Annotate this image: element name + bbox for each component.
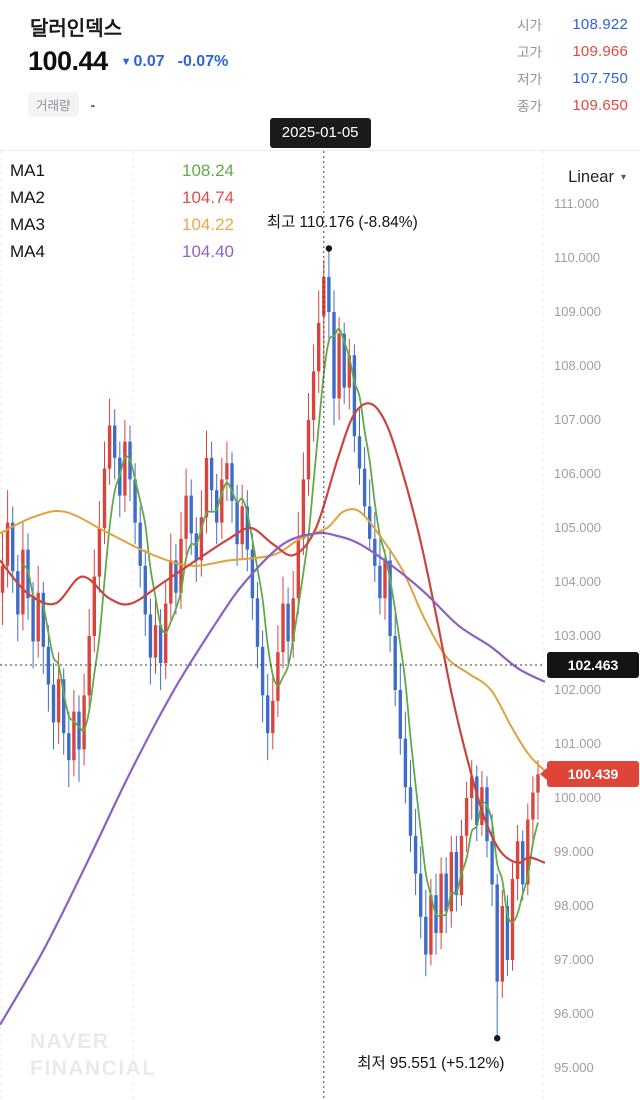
watermark-line: FINANCIAL bbox=[30, 1057, 157, 1080]
y-axis-label: 105.000 bbox=[554, 520, 601, 535]
price-chart[interactable] bbox=[0, 151, 545, 1100]
y-axis-label: 109.000 bbox=[554, 304, 601, 319]
y-axis-label: 111.000 bbox=[554, 196, 600, 211]
y-axis-label: 101.000 bbox=[554, 736, 601, 751]
stat-value: 109.966 bbox=[572, 42, 628, 60]
y-axis-label: 99.000 bbox=[554, 844, 594, 859]
scale-selector[interactable]: Linear ▾ bbox=[568, 168, 626, 187]
low-annotation: 최저 95.551 (+5.12%) bbox=[357, 1051, 504, 1073]
ma-label: MA4 bbox=[10, 241, 45, 261]
scale-selector-label: Linear bbox=[568, 168, 614, 186]
ma-legend: MA1 108.24 MA2 104.74 MA3 104.22 MA4 104… bbox=[10, 157, 234, 265]
y-axis-label: 100.000 bbox=[554, 790, 601, 805]
y-axis-label: 96.000 bbox=[554, 1006, 594, 1021]
watermark: NAVER FINANCIAL bbox=[30, 1028, 157, 1082]
high-annotation-value: 110.176 bbox=[299, 214, 355, 232]
price-change-value: 0.07 bbox=[133, 52, 165, 70]
ma-value: 104.40 bbox=[182, 241, 234, 261]
ma-value: 104.74 bbox=[182, 187, 234, 207]
y-axis-label: 98.000 bbox=[554, 898, 594, 913]
ma-value: 104.22 bbox=[182, 214, 234, 234]
ma-label: MA3 bbox=[10, 214, 45, 234]
low-annotation-value: 95.551 bbox=[389, 1055, 438, 1073]
y-axis-label: 95.000 bbox=[554, 1060, 594, 1075]
stat-label: 저가 bbox=[517, 72, 542, 87]
low-annotation-pct: (+5.12%) bbox=[441, 1055, 505, 1073]
crosshair-date-tooltip: 2025-01-05 bbox=[269, 118, 371, 148]
ma-label: MA2 bbox=[10, 187, 45, 207]
y-axis-label: 104.000 bbox=[554, 574, 601, 589]
high-annotation: 최고 110.176 (-8.84%) bbox=[267, 210, 418, 232]
y-axis-label: 108.000 bbox=[554, 358, 601, 373]
price-change: ▼ 0.07 bbox=[121, 53, 165, 71]
current-price-badge: 100.439 bbox=[540, 761, 639, 788]
watermark-line: NAVER bbox=[30, 1030, 110, 1053]
y-axis-label: 110.000 bbox=[554, 250, 601, 265]
crosshair-price-badge: 102.463 bbox=[547, 651, 639, 678]
volume-label: 거래량 bbox=[28, 92, 79, 117]
down-triangle-icon: ▼ bbox=[120, 55, 132, 68]
ma-legend-row: MA4 104.40 bbox=[10, 238, 234, 265]
stat-value: 109.650 bbox=[572, 96, 628, 114]
stat-label: 고가 bbox=[517, 45, 542, 60]
y-axis-label: 97.000 bbox=[554, 952, 594, 967]
price-change-percent: -0.07% bbox=[177, 52, 229, 70]
y-axis-label: 106.000 bbox=[554, 466, 601, 481]
volume-value: - bbox=[90, 96, 96, 113]
high-annotation-pct: (-8.84%) bbox=[358, 214, 418, 232]
instrument-title: 달러인덱스 bbox=[30, 18, 122, 40]
price-summary: 100.44 ▼ 0.07 -0.07% bbox=[28, 46, 228, 77]
current-price: 100.44 bbox=[28, 46, 108, 76]
y-axis-label: 103.000 bbox=[554, 628, 601, 643]
ohlc-stats: 시가 108.922 고가 109.966 저가 107.750 종가 109.… bbox=[517, 14, 628, 115]
ma-legend-row: MA2 104.74 bbox=[10, 184, 234, 211]
ma-label: MA1 bbox=[10, 160, 45, 180]
ma-value: 108.24 bbox=[182, 160, 234, 180]
chevron-down-icon: ▾ bbox=[620, 172, 626, 183]
stat-label: 시가 bbox=[517, 18, 542, 33]
ma-legend-row: MA3 104.22 bbox=[10, 211, 234, 238]
volume-row: 거래량 - bbox=[28, 92, 95, 117]
ma-legend-row: MA1 108.24 bbox=[10, 157, 234, 184]
stat-label: 종가 bbox=[517, 99, 542, 114]
high-annotation-label: 최고 bbox=[266, 214, 296, 232]
chart-area[interactable]: 111.000 110.000 109.000 108.000 107.000 106.0… bbox=[0, 150, 640, 1100]
stat-value: 108.922 bbox=[572, 15, 628, 33]
stat-value: 107.750 bbox=[572, 69, 628, 87]
y-axis-label: 102.000 bbox=[554, 682, 601, 697]
low-annotation-label: 최저 bbox=[357, 1055, 386, 1073]
y-axis-label: 107.000 bbox=[554, 412, 601, 427]
